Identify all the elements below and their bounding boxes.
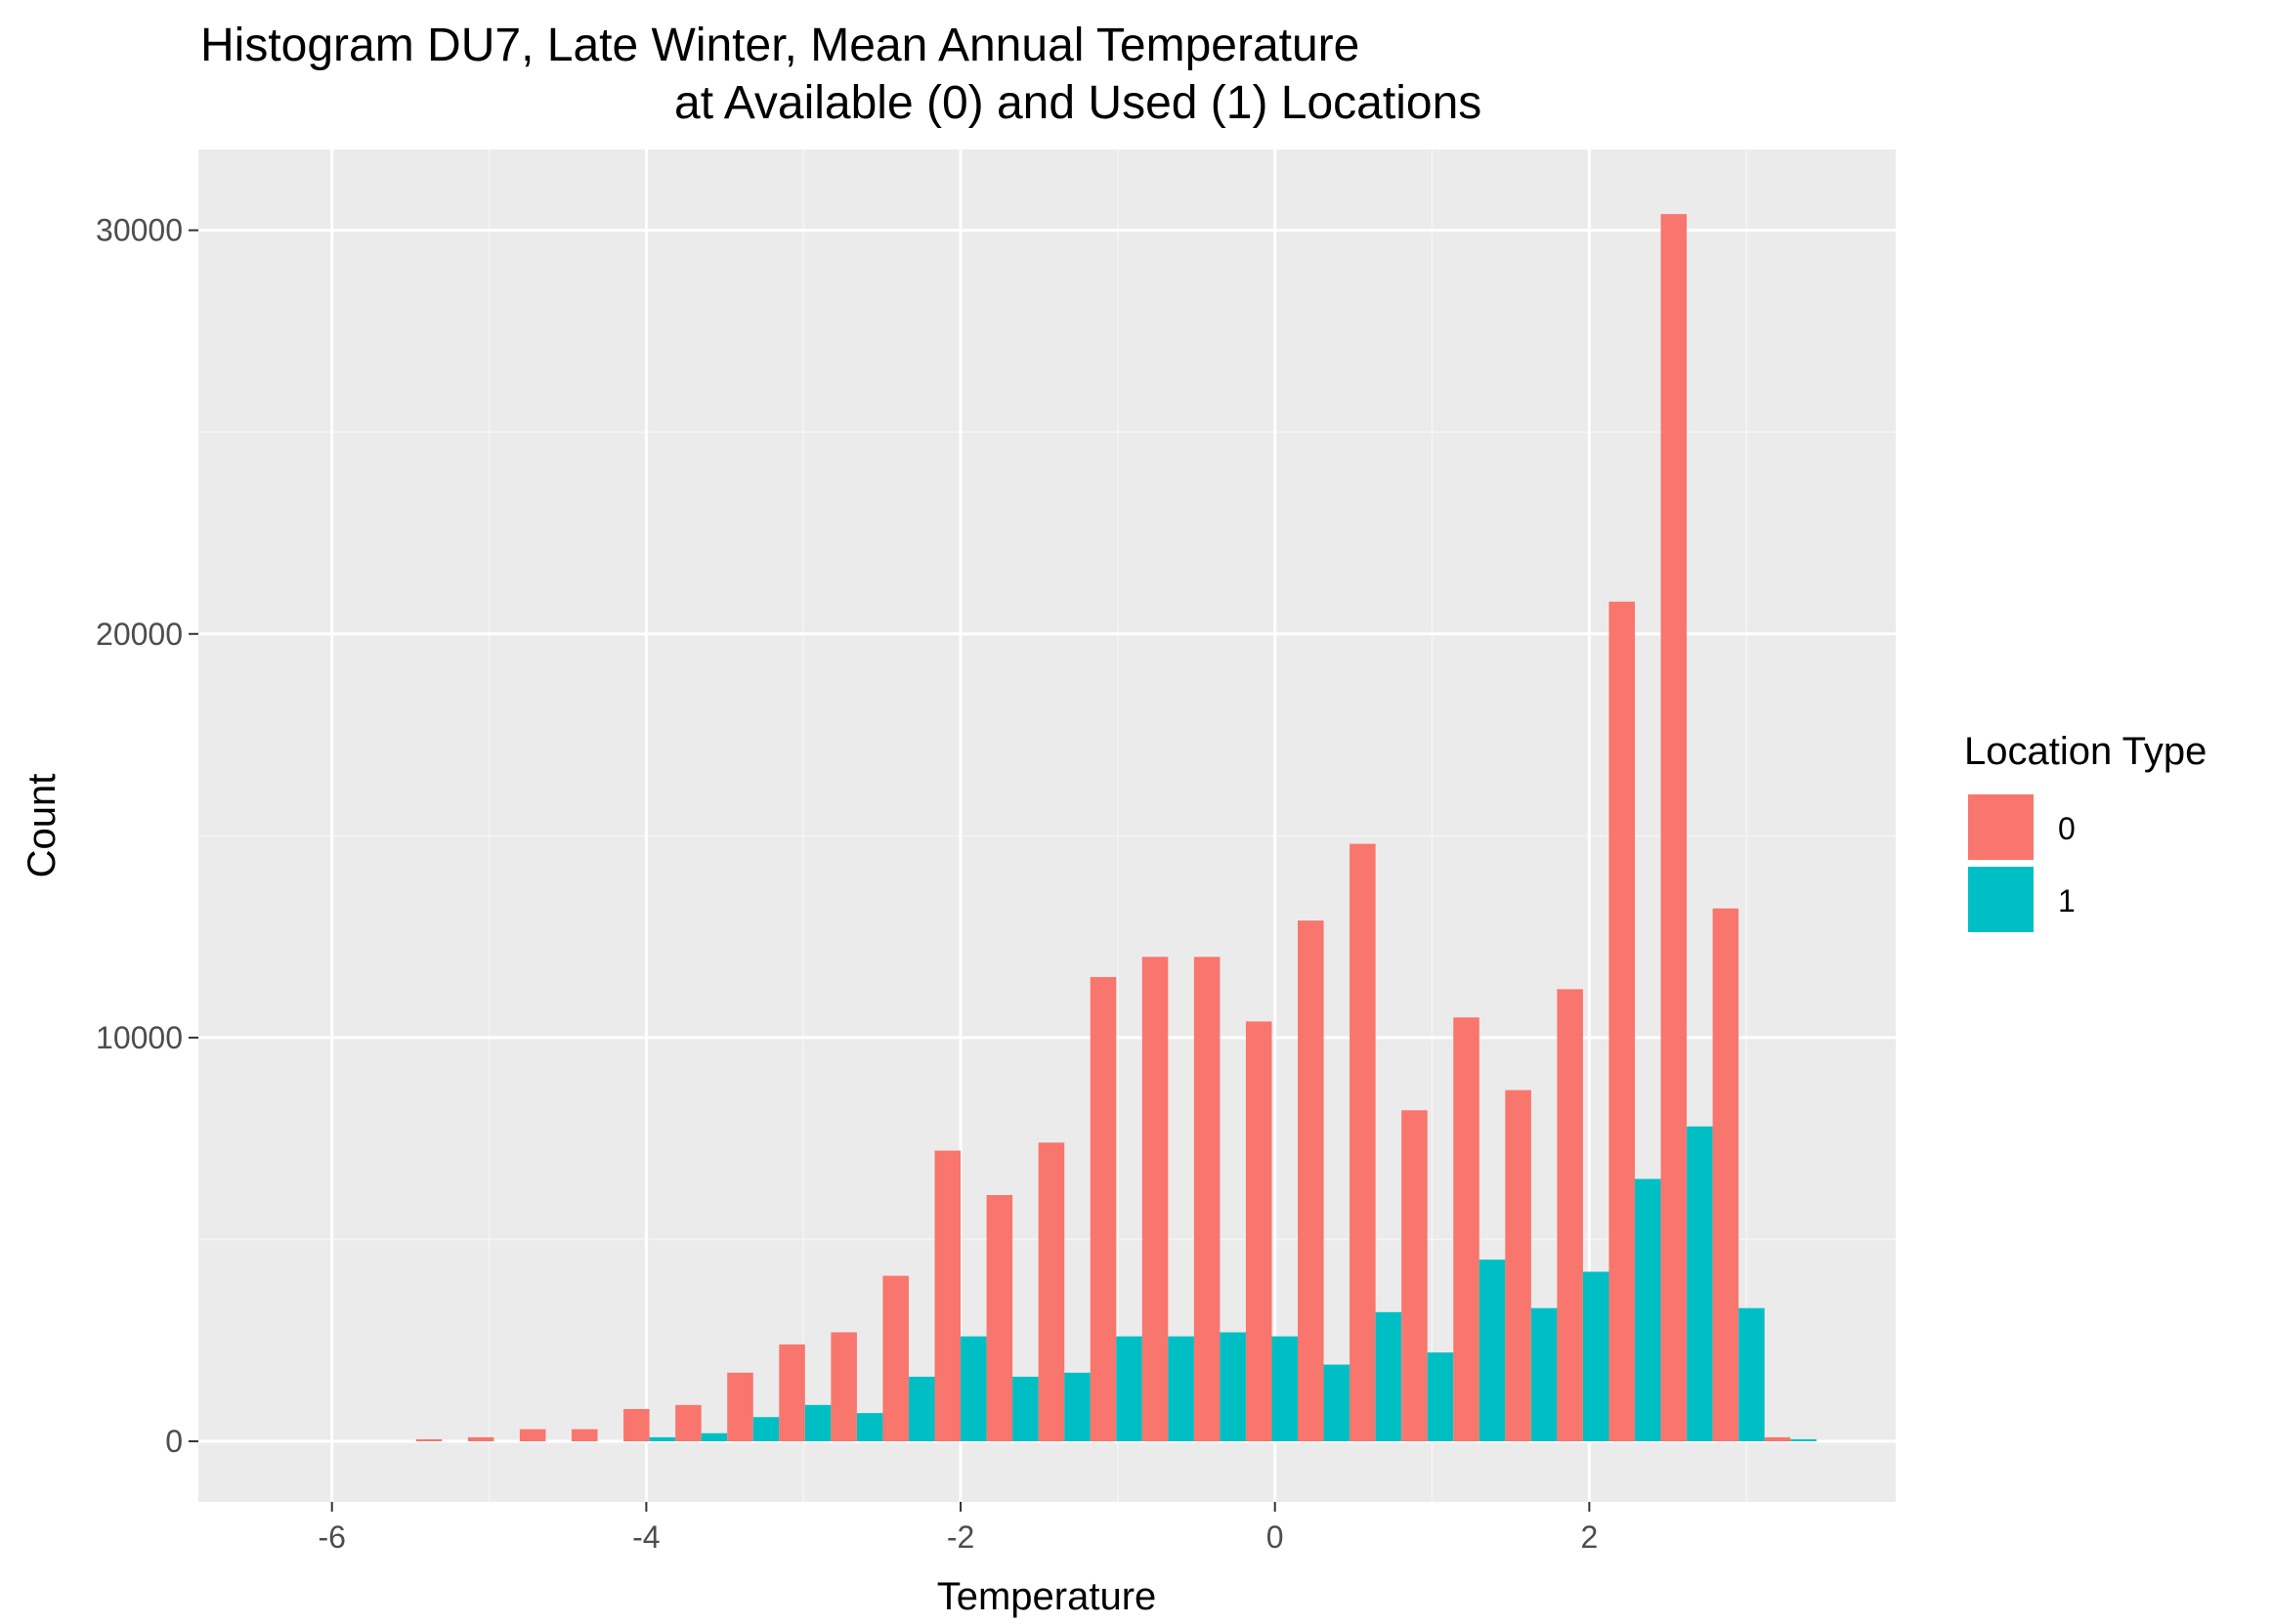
- bar-series-1: [1582, 1271, 1609, 1442]
- legend-key-1: [1968, 867, 2034, 932]
- legend-label-0: 0: [2058, 811, 2076, 846]
- bar-series-0: [1608, 601, 1636, 1442]
- bar-series-0: [934, 1150, 962, 1442]
- bar-series-0: [1764, 1436, 1791, 1442]
- bar-series-1: [1012, 1376, 1039, 1442]
- bar-series-1: [1116, 1336, 1142, 1442]
- bar-series-0: [519, 1429, 546, 1442]
- bar-series-0: [571, 1429, 598, 1442]
- legend-label-1: 1: [2058, 883, 2076, 919]
- chart-title-line-1: Histogram DU7, Late Winter, Mean Annual …: [200, 20, 1359, 71]
- bar-series-0: [1245, 1021, 1272, 1442]
- bar-series-1: [1427, 1352, 1454, 1442]
- bar-series-0: [1038, 1142, 1065, 1442]
- bar-series-1: [1738, 1307, 1765, 1442]
- y-tick-label: 20000: [96, 617, 183, 652]
- bar-series-1: [1323, 1364, 1350, 1442]
- bar-series-0: [1090, 976, 1117, 1442]
- bar-series-0: [1505, 1090, 1531, 1442]
- bar-series-0: [1557, 989, 1583, 1442]
- x-axis-title: Temperature: [937, 1575, 1157, 1618]
- y-axis-title: Count: [21, 774, 64, 878]
- bar-series-0: [1141, 957, 1169, 1442]
- legend-key-0: [1968, 794, 2034, 860]
- bar-series-1: [1271, 1336, 1299, 1442]
- bars-group: [415, 214, 1817, 1442]
- bar-series-0: [1453, 1017, 1479, 1442]
- x-tick-label: -2: [947, 1519, 974, 1555]
- x-axis: -6 -4 -2 0 2: [318, 1502, 1598, 1555]
- bar-series-1: [1530, 1307, 1558, 1442]
- y-tick-label: 30000: [96, 213, 183, 248]
- x-tick-label: -6: [318, 1519, 345, 1555]
- bar-series-1: [804, 1404, 832, 1442]
- bar-series-1: [1168, 1336, 1194, 1442]
- bar-series-1: [908, 1376, 935, 1442]
- bar-series-0: [1193, 957, 1221, 1442]
- bar-series-1: [701, 1432, 728, 1442]
- bar-series-1: [1375, 1311, 1402, 1442]
- bar-series-0: [675, 1404, 702, 1442]
- bar-series-0: [727, 1372, 753, 1442]
- bar-series-0: [1350, 843, 1376, 1442]
- bar-series-0: [1660, 214, 1688, 1442]
- bar-series-1: [649, 1436, 676, 1442]
- bar-series-0: [415, 1438, 443, 1442]
- legend: Location Type 0 1: [1964, 730, 2207, 932]
- y-axis: 0 10000 20000 30000: [96, 213, 198, 1459]
- x-tick-label: 2: [1580, 1519, 1598, 1555]
- y-tick-label: 10000: [96, 1020, 183, 1055]
- bar-series-1: [1635, 1178, 1661, 1442]
- bar-series-1: [856, 1413, 883, 1442]
- bar-series-0: [1298, 920, 1324, 1442]
- bar-series-0: [882, 1275, 909, 1442]
- x-tick-label: 0: [1266, 1519, 1284, 1555]
- bar-series-1: [1064, 1372, 1091, 1442]
- bar-series-0: [467, 1436, 494, 1442]
- x-tick-label: -4: [632, 1519, 660, 1555]
- legend-title: Location Type: [1964, 730, 2207, 773]
- y-tick-label: 0: [165, 1424, 183, 1459]
- bar-series-0: [1401, 1110, 1428, 1442]
- bar-series-0: [986, 1195, 1013, 1442]
- bar-series-1: [1220, 1332, 1246, 1442]
- bar-series-1: [1790, 1438, 1817, 1442]
- bar-series-1: [1687, 1126, 1713, 1442]
- chart-title-line-2: at Available (0) and Used (1) Locations: [674, 77, 1481, 129]
- bar-series-0: [623, 1408, 650, 1442]
- major-gridlines: [198, 150, 1896, 1502]
- bar-series-0: [779, 1344, 805, 1442]
- bar-series-0: [1712, 908, 1739, 1442]
- bar-series-1: [752, 1417, 780, 1442]
- bar-series-1: [1478, 1260, 1506, 1442]
- bar-series-0: [831, 1332, 857, 1442]
- bar-series-1: [961, 1336, 987, 1442]
